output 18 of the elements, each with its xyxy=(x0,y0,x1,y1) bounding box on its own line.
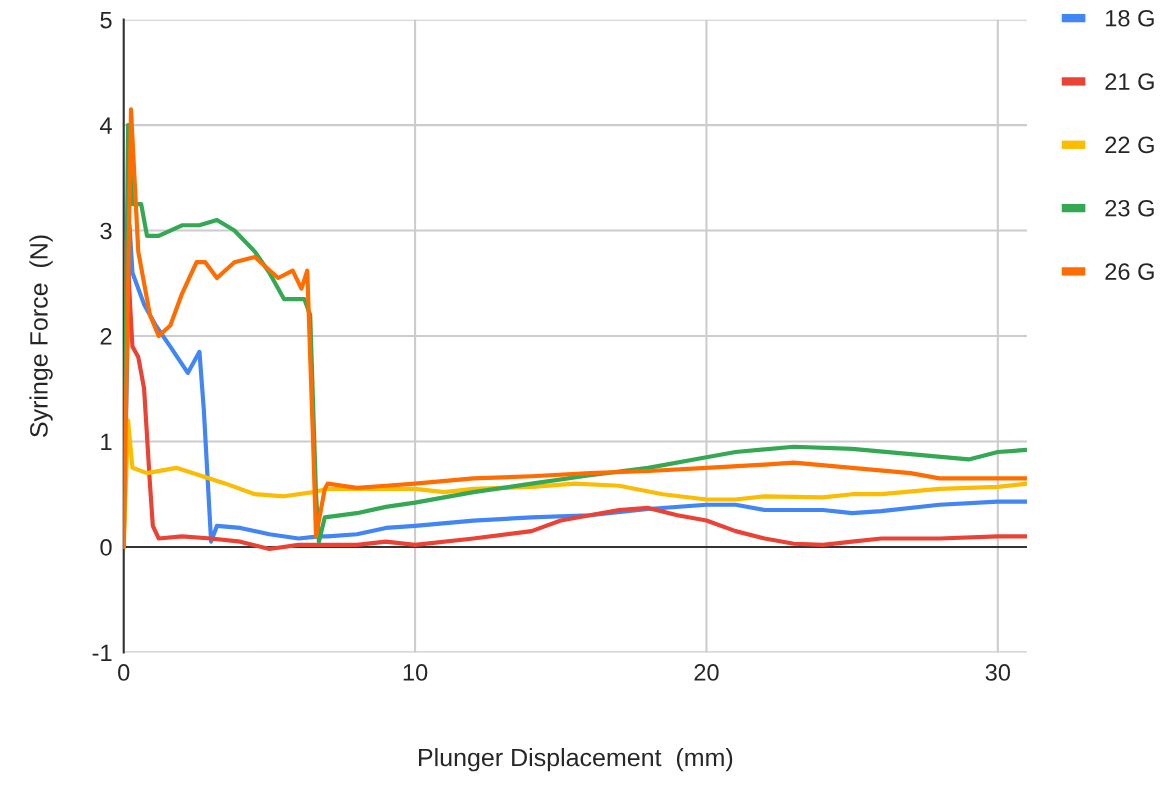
x-axis-title: Plunger Displacement (mm) xyxy=(419,748,733,772)
y-tick-label: -1 xyxy=(92,644,112,661)
y-tick-label: 4 xyxy=(100,117,112,134)
x-tick-label: 30 xyxy=(985,664,1011,681)
legend-label: 21 G xyxy=(1105,73,1154,90)
y-tick-label: 5 xyxy=(100,11,112,29)
y-tick-label: 1 xyxy=(101,433,112,451)
y-tick-label: 0 xyxy=(100,538,112,556)
legend-label: 18 G xyxy=(1106,9,1154,27)
y-axis-title: Syringe Force (N) xyxy=(29,235,53,437)
legend-label: 23 G xyxy=(1105,199,1154,217)
legend-label: 26 G xyxy=(1105,263,1154,280)
x-tick-label: 0 xyxy=(118,664,130,681)
y-tick-label: 3 xyxy=(100,222,112,240)
y-tick-label: 2 xyxy=(100,328,112,345)
x-tick-label: 20 xyxy=(694,664,719,681)
legend-label: 22 G xyxy=(1105,136,1154,154)
x-tick-label: 10 xyxy=(403,664,428,681)
